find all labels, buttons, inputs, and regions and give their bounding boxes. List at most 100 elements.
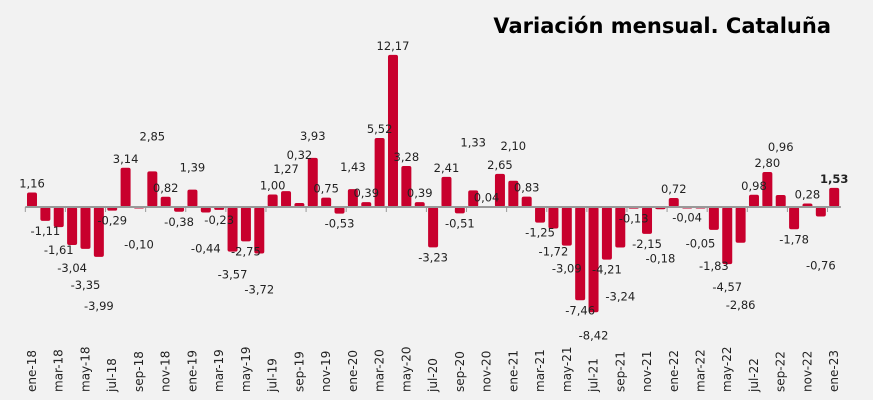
x-tick-label: nov-22 — [800, 351, 814, 392]
data-label: 1,33 — [460, 135, 486, 149]
data-label: 1,16 — [19, 177, 45, 191]
bar — [307, 157, 318, 207]
bar — [240, 207, 251, 242]
data-label: 2,80 — [755, 156, 781, 170]
data-label: -3,99 — [84, 299, 114, 313]
x-tick-label: sep-20 — [453, 351, 467, 392]
data-label: 0,96 — [768, 140, 794, 154]
x-tick-label: mar-19 — [212, 349, 226, 392]
bar — [441, 176, 452, 207]
data-label: 0,39 — [407, 186, 433, 200]
bar — [775, 195, 786, 207]
data-label: 2,85 — [140, 129, 166, 143]
x-tick-label: ene-22 — [667, 350, 681, 392]
bar — [80, 207, 91, 249]
data-label: 3,28 — [394, 150, 420, 164]
x-tick-label: sep-19 — [292, 351, 306, 392]
x-tick-label: nov-21 — [640, 351, 654, 392]
data-label: -1,11 — [30, 224, 60, 238]
x-tick-label: may-20 — [399, 346, 413, 392]
data-label: -8,42 — [579, 328, 609, 342]
data-label: 5,52 — [367, 122, 393, 136]
bar — [762, 172, 773, 207]
x-tick-label: jul-18 — [105, 358, 119, 393]
bar — [40, 207, 51, 221]
bar — [254, 207, 265, 254]
data-label: -0,29 — [97, 214, 127, 228]
bar — [494, 173, 505, 207]
data-label: -0,18 — [646, 251, 676, 265]
data-label: 2,10 — [501, 139, 527, 153]
data-label: 1,39 — [180, 161, 206, 175]
bar — [334, 207, 345, 214]
data-label: -0,04 — [672, 211, 702, 225]
data-label: -3,09 — [552, 262, 582, 276]
bar — [575, 207, 586, 301]
x-tick-label: mar-20 — [373, 349, 387, 392]
chart-title: Variación mensual. Cataluña — [493, 14, 831, 38]
bar — [93, 207, 104, 257]
data-label: -3,35 — [71, 278, 101, 292]
bar — [281, 191, 292, 207]
data-label: 0,04 — [474, 191, 500, 205]
x-tick-label: jul-21 — [587, 358, 601, 393]
data-label: -1,25 — [525, 226, 555, 240]
data-label: -2,86 — [726, 298, 756, 312]
bar — [428, 207, 439, 248]
bar — [748, 194, 759, 207]
bar — [53, 207, 64, 228]
x-tick-label: may-19 — [239, 346, 253, 392]
bar — [601, 207, 612, 260]
data-label: -3,23 — [418, 250, 448, 264]
x-tick-label: ene-21 — [506, 350, 520, 392]
data-label: -0,38 — [164, 215, 194, 229]
x-tick-label: jul-22 — [747, 358, 761, 393]
x-tick-label: nov-19 — [319, 351, 333, 392]
bar — [722, 207, 733, 265]
x-tick-label: sep-21 — [613, 351, 627, 392]
data-label: -1,83 — [699, 259, 729, 273]
x-tick-label: ene-23 — [827, 350, 841, 392]
bar — [267, 194, 278, 207]
bar — [561, 207, 572, 246]
data-label: -0,13 — [619, 212, 649, 226]
bar — [147, 171, 158, 207]
bar — [829, 187, 840, 207]
data-label: 2,41 — [434, 161, 460, 175]
bar — [27, 192, 37, 207]
data-label: 1,00 — [260, 179, 286, 193]
data-label: -2,15 — [632, 237, 662, 251]
data-label: 3,93 — [300, 129, 326, 143]
bar — [174, 207, 185, 212]
x-tick-label: may-22 — [720, 346, 734, 392]
data-label: 0,32 — [287, 148, 313, 162]
data-label: 2,65 — [487, 158, 513, 172]
data-label: -0,51 — [445, 216, 475, 230]
x-tick-label: ene-20 — [346, 350, 360, 392]
x-tick-label: nov-18 — [159, 351, 173, 392]
data-label: 3,14 — [113, 152, 139, 166]
bar — [468, 190, 479, 207]
data-label: -2,75 — [231, 244, 261, 258]
bar — [414, 202, 425, 207]
x-tick-label: ene-18 — [25, 350, 39, 392]
data-label: 1,43 — [340, 160, 366, 174]
bar — [120, 167, 131, 207]
x-tick-label: sep-22 — [774, 351, 788, 392]
bar — [387, 54, 398, 207]
data-label: -0,10 — [124, 237, 154, 251]
data-label: 1,53 — [820, 172, 848, 186]
data-label: -0,23 — [204, 213, 234, 227]
x-tick-label: ene-19 — [185, 350, 199, 392]
bar — [588, 207, 599, 313]
bar — [321, 197, 332, 207]
x-tick-label: mar-18 — [52, 349, 66, 392]
data-label: -4,21 — [592, 263, 622, 277]
x-tick-label: jul-19 — [266, 358, 280, 393]
data-label: 0,98 — [741, 179, 767, 193]
x-tick-label: mar-21 — [533, 349, 547, 392]
bar — [535, 207, 546, 223]
data-label: -1,78 — [779, 232, 809, 246]
data-label: -3,24 — [605, 290, 635, 304]
